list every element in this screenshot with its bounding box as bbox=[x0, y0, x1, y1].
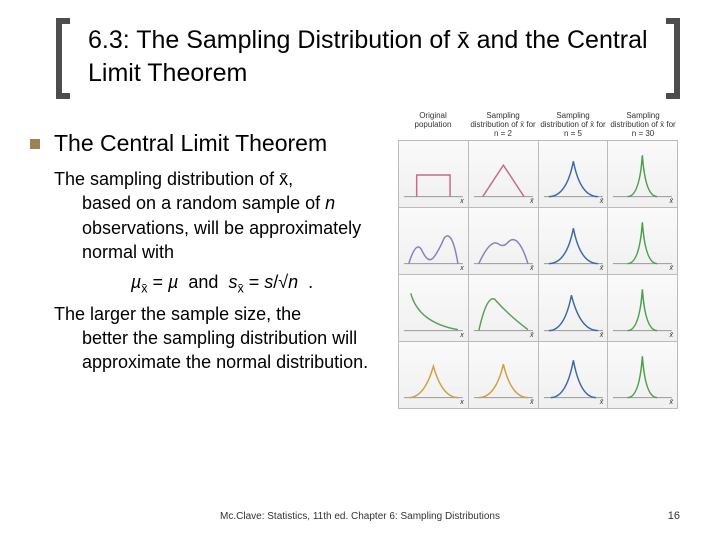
para2-first-line: The larger the sample size, the bbox=[54, 304, 301, 324]
cell-r2c1: x bbox=[398, 208, 468, 274]
grid-header-row: Original population Sampling distributio… bbox=[398, 112, 678, 138]
cell-r4c2: x̄ bbox=[468, 342, 538, 408]
paragraph-1: The sampling distribution of x̄, based o… bbox=[54, 167, 390, 264]
col-header-0: Original population bbox=[398, 112, 468, 138]
text-column: The Central Limit Theorem The sampling d… bbox=[30, 130, 390, 480]
para1-first-line: The sampling distribution of x̄, bbox=[54, 169, 293, 189]
para2-rest: better the sampling distribution will ap… bbox=[54, 326, 390, 375]
bracket-right-icon bbox=[662, 18, 680, 99]
slide-title: 6.3: The Sampling Distribution of x̄ and… bbox=[74, 18, 662, 99]
section-heading: The Central Limit Theorem bbox=[54, 130, 327, 157]
clt-grid: Original population Sampling distributio… bbox=[398, 112, 678, 409]
cell-r2c4: x̄ bbox=[607, 208, 678, 274]
cell-r2c2: x̄ bbox=[468, 208, 538, 274]
cell-r4c1: x bbox=[398, 342, 468, 408]
cell-r3c3: x̄ bbox=[538, 275, 608, 341]
heading-row: The Central Limit Theorem bbox=[30, 130, 390, 157]
page-number: 16 bbox=[668, 510, 680, 522]
grid-row-1: x x̄ x̄ x̄ bbox=[398, 140, 678, 207]
cell-r3c1: x bbox=[398, 275, 468, 341]
grid-row-4: x x̄ x̄ x̄ bbox=[398, 341, 678, 409]
grid-row-2: x x̄ x̄ x̄ bbox=[398, 207, 678, 274]
content-area: The Central Limit Theorem The sampling d… bbox=[30, 130, 690, 480]
cell-r1c3: x̄ bbox=[538, 141, 608, 207]
para1-rest: based on a random sample of n observatio… bbox=[54, 191, 390, 264]
cell-r1c1: x bbox=[398, 141, 468, 207]
paragraph-2: The larger the sample size, the better t… bbox=[54, 302, 390, 375]
col-header-3: Sampling distribution of x̄ for n = 30 bbox=[608, 112, 678, 138]
square-bullet-icon bbox=[30, 139, 40, 149]
cell-r3c2: x̄ bbox=[468, 275, 538, 341]
footer-text: Mc.Clave: Statistics, 11th ed. Chapter 6… bbox=[0, 511, 720, 522]
title-block: 6.3: The Sampling Distribution of x̄ and… bbox=[56, 18, 680, 99]
figure-column: Original population Sampling distributio… bbox=[390, 130, 690, 480]
formula-line: µx̄ = µ and sx̄ = s/√n . bbox=[54, 272, 390, 296]
cell-r2c3: x̄ bbox=[538, 208, 608, 274]
cell-r1c2: x̄ bbox=[468, 141, 538, 207]
bracket-left-icon bbox=[56, 18, 74, 99]
col-header-1: Sampling distribution of x̄ for n = 2 bbox=[468, 112, 538, 138]
grid-row-3: x x̄ x̄ x̄ bbox=[398, 274, 678, 341]
cell-r4c3: x̄ bbox=[538, 342, 608, 408]
col-header-2: Sampling distribution of x̄ for n = 5 bbox=[538, 112, 608, 138]
cell-r3c4: x̄ bbox=[607, 275, 678, 341]
cell-r4c4: x̄ bbox=[607, 342, 678, 408]
cell-r1c4: x̄ bbox=[607, 141, 678, 207]
